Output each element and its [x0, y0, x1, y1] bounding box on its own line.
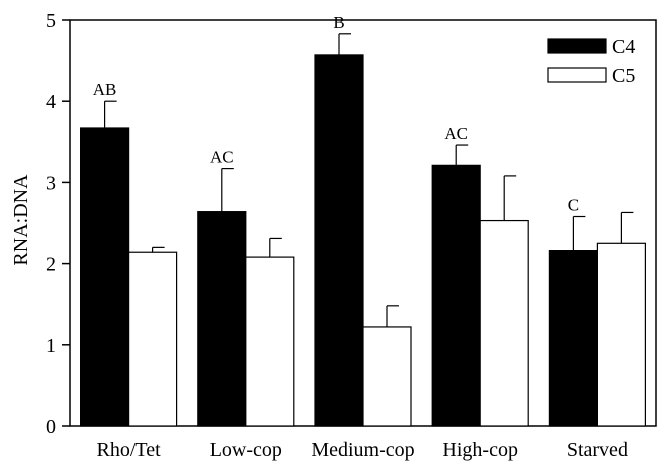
- y-tick-label: 0: [46, 416, 56, 438]
- bar-c4: [79, 127, 130, 427]
- legend-label-c4: C4: [612, 36, 635, 58]
- significance-label: B: [333, 13, 344, 32]
- x-tick-label: Medium-cop: [311, 439, 414, 461]
- legend-label-c5: C5: [612, 65, 635, 87]
- bar-c5: [596, 242, 647, 427]
- y-tick-label: 2: [46, 254, 56, 276]
- y-tick-label: 4: [46, 91, 56, 113]
- y-tick-label: 3: [46, 172, 56, 194]
- significance-label: AC: [210, 148, 234, 167]
- plot-area: 0 1 2 3 4 5 AB Rho/Tet AC Low-cop B Medium-cop AC Hig…: [46, 10, 657, 461]
- x-tick-label: Rho/Tet: [97, 439, 162, 461]
- significance-label: AB: [93, 80, 117, 99]
- x-tick-label: High-cop: [442, 439, 518, 461]
- significance-label: C: [568, 196, 579, 215]
- bar-c5: [362, 326, 412, 427]
- y-axis-title: RNA:DNA: [10, 174, 32, 266]
- legend-swatch-c5: [547, 67, 607, 83]
- bar-c4: [314, 54, 364, 427]
- y-tick-label: 1: [46, 335, 56, 357]
- bar-c4: [548, 250, 599, 427]
- bar-c4: [197, 211, 247, 427]
- bar-c5: [245, 256, 295, 427]
- bar-c4: [431, 164, 481, 427]
- bar-c5: [479, 219, 529, 427]
- x-tick-label: Low-cop: [210, 439, 282, 461]
- bar-c5: [128, 251, 178, 427]
- x-tick-label: Starved: [567, 439, 628, 461]
- significance-label: AC: [444, 124, 468, 143]
- y-tick-label: 5: [46, 10, 56, 32]
- legend-swatch-c4: [547, 38, 607, 54]
